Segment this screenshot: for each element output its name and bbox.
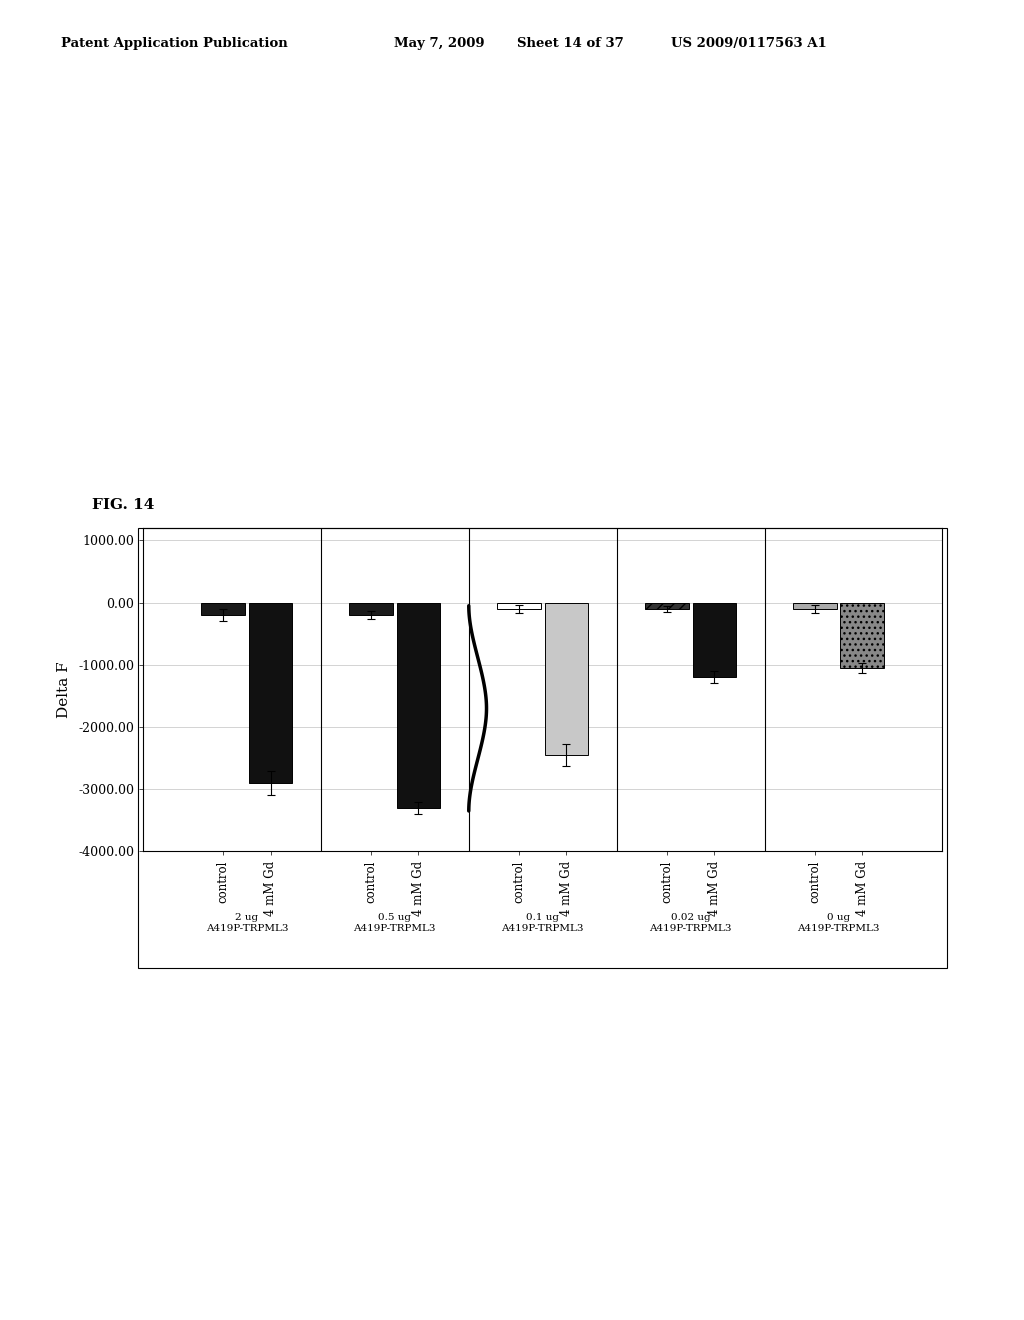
Bar bbox=[794, 603, 837, 609]
Bar bbox=[249, 603, 292, 783]
Text: 0 ug
A419P-TRPML3: 0 ug A419P-TRPML3 bbox=[798, 913, 880, 933]
Text: FIG. 14: FIG. 14 bbox=[92, 498, 155, 512]
Bar bbox=[396, 603, 440, 808]
Bar bbox=[349, 603, 393, 615]
Y-axis label: Delta F: Delta F bbox=[57, 661, 72, 718]
Bar bbox=[841, 603, 884, 668]
Bar bbox=[498, 603, 541, 609]
Bar bbox=[545, 603, 588, 755]
Text: Sheet 14 of 37: Sheet 14 of 37 bbox=[517, 37, 624, 50]
Bar bbox=[202, 603, 245, 615]
Text: 0.02 ug
A419P-TRPML3: 0.02 ug A419P-TRPML3 bbox=[649, 913, 732, 933]
Text: 2 ug
A419P-TRPML3: 2 ug A419P-TRPML3 bbox=[206, 913, 288, 933]
Text: US 2009/0117563 A1: US 2009/0117563 A1 bbox=[671, 37, 826, 50]
Text: May 7, 2009: May 7, 2009 bbox=[394, 37, 485, 50]
Text: 0.1 ug
A419P-TRPML3: 0.1 ug A419P-TRPML3 bbox=[502, 913, 584, 933]
Bar bbox=[692, 603, 736, 677]
Text: 0.5 ug
A419P-TRPML3: 0.5 ug A419P-TRPML3 bbox=[353, 913, 436, 933]
Bar bbox=[645, 603, 689, 609]
Text: Patent Application Publication: Patent Application Publication bbox=[61, 37, 288, 50]
